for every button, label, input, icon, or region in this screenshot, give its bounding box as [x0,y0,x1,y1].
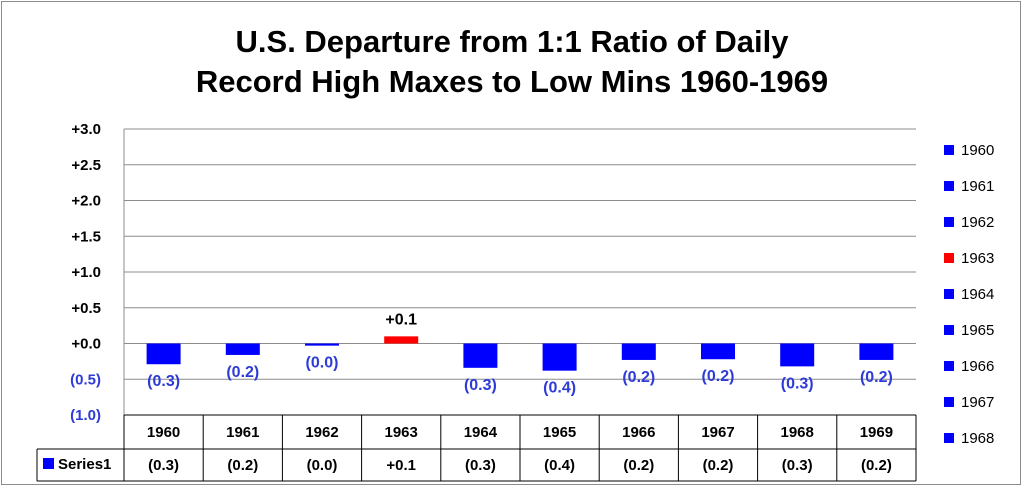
table-value: (0.3) [148,457,179,474]
x-tick-label: 1969 [860,424,893,441]
legend-label: 1967 [961,393,995,411]
legend-swatch [944,289,954,299]
x-tick-label: 1965 [543,424,576,441]
legend-item: 1966 [944,356,994,376]
x-tick-label: 1963 [385,424,418,441]
data-label: (0.2) [702,368,735,385]
legend-swatch [944,217,954,227]
bar [542,343,577,371]
data-label: (0.3) [464,377,497,394]
table-value: (0.4) [544,457,575,474]
legend-item: 1963 [944,248,994,268]
y-tick-label: +2.0 [71,193,101,210]
legend-label: 1963 [961,249,995,267]
legend-item: 1965 [944,320,994,340]
legend-swatch [944,361,954,371]
table-value: (0.2) [861,457,892,474]
data-label: (0.3) [147,373,180,390]
data-label: +0.1 [385,311,417,328]
bar [859,343,894,360]
x-tick-label: 1967 [701,424,734,441]
table-value: (0.2) [703,457,734,474]
chart-title-line-2: Record High Maxes to Low Mins 1960-1969 [195,64,829,99]
data-label: (0.2) [226,364,259,381]
legend-swatch [944,325,954,335]
bar [701,343,735,360]
bar [225,343,260,355]
table-series-label: Series1 [58,456,111,473]
legend-label: 1964 [961,285,995,303]
data-label: (0.3) [781,375,814,392]
bar [146,343,181,365]
y-tick-label: +1.5 [71,228,101,245]
legend-label: 1961 [961,177,995,195]
table-value: (0.2) [227,457,258,474]
y-tick-label: +3.0 [71,121,101,138]
x-tick-label: 1961 [226,424,259,441]
data-label: (0.0) [306,355,339,372]
y-tick-label: +2.5 [71,157,101,174]
data-label: (0.4) [543,380,576,397]
y-tick-label: +0.5 [71,300,101,317]
y-tick-label: (1.0) [70,407,101,424]
legend-item: 1962 [944,212,994,232]
x-tick-label: 1964 [464,424,498,441]
table-value: +0.1 [386,457,416,474]
legend-item: 1967 [944,392,994,412]
table-value: (0.3) [465,457,496,474]
bar [780,343,815,367]
x-tick-label: 1962 [305,424,338,441]
y-tick-label: (0.5) [70,371,101,388]
x-tick-label: 1960 [147,424,180,441]
data-label: (0.2) [860,369,893,386]
legend-label: 1968 [961,429,995,447]
bar [305,343,339,346]
x-tick-label: 1966 [622,424,655,441]
bar [384,336,419,344]
bar [463,343,498,368]
x-tick-label: 1968 [781,424,814,441]
legend-item: 1964 [944,284,994,304]
table-series-swatch [43,458,54,469]
legend-label: 1966 [961,357,995,375]
legend-swatch [944,253,954,263]
table-value: (0.0) [307,457,338,474]
bar [621,343,656,360]
legend-swatch [944,181,954,191]
table-value: (0.3) [782,457,813,474]
legend-swatch [944,433,954,443]
y-tick-label: +0.0 [71,336,101,353]
legend-item: 1961 [944,176,994,196]
legend-item: 1968 [944,428,994,448]
legend-swatch [944,145,954,155]
table-value: (0.2) [623,457,654,474]
legend-swatch [944,397,954,407]
chart-title: U.S. Departure from 1:1 Ratio of Daily R… [0,22,1024,102]
legend-label: 1965 [961,321,995,339]
data-label: (0.2) [622,369,655,386]
legend-item: 1960 [944,140,994,160]
legend-label: 1962 [961,213,995,231]
y-tick-label: +1.0 [71,264,101,281]
legend-label: 1960 [961,141,995,159]
chart-title-line-1: U.S. Departure from 1:1 Ratio of Daily [235,24,789,59]
